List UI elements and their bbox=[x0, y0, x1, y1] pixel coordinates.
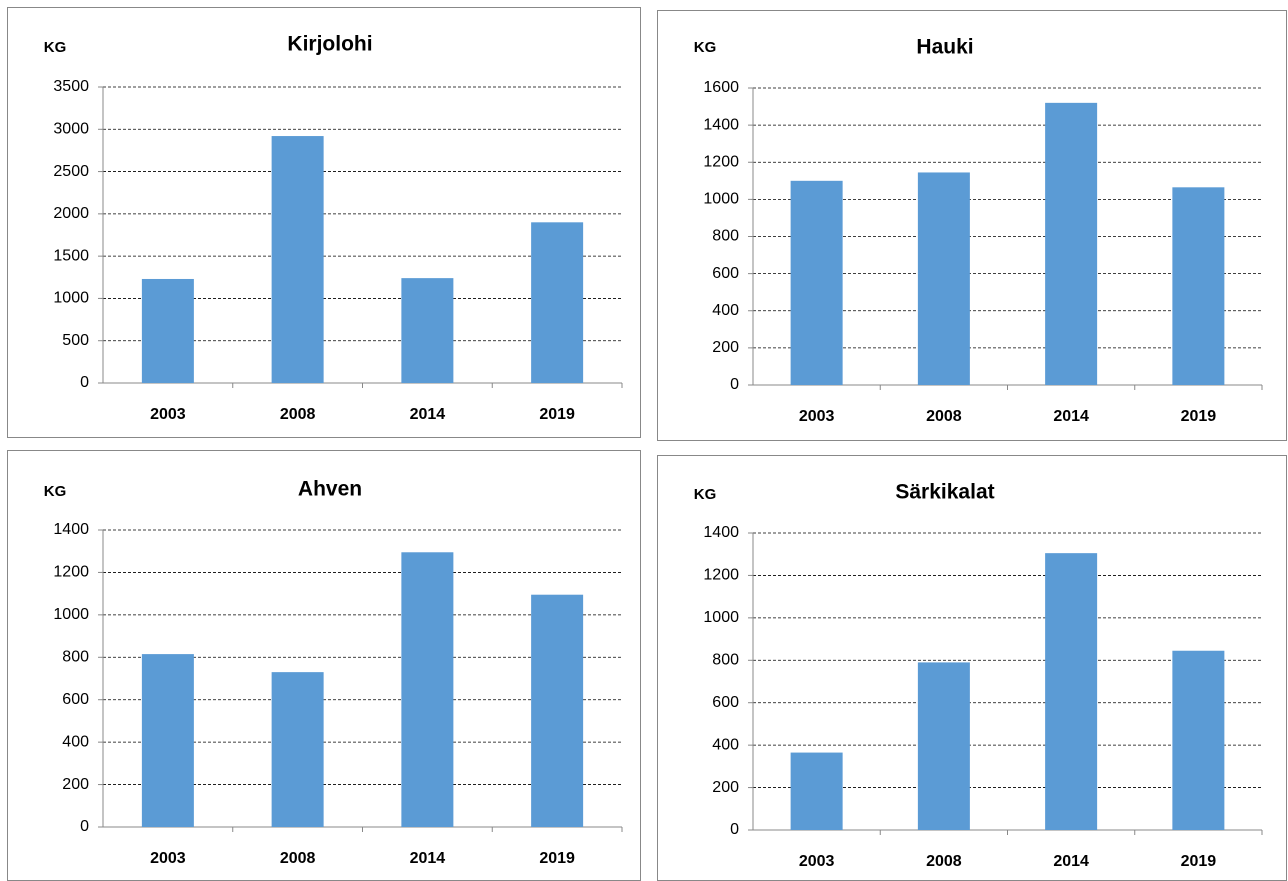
bar bbox=[401, 552, 454, 827]
x-tick-label: 2008 bbox=[280, 850, 316, 867]
y-axis-label: KG bbox=[44, 39, 67, 56]
y-tick-label: 1200 bbox=[703, 567, 739, 584]
y-tick-label: 200 bbox=[62, 776, 89, 793]
y-tick-label: 800 bbox=[62, 649, 89, 666]
bar bbox=[1172, 187, 1225, 385]
x-tick-label: 2019 bbox=[539, 406, 575, 423]
y-tick-label: 0 bbox=[730, 376, 739, 393]
bar bbox=[401, 278, 454, 383]
y-tick-label: 1400 bbox=[53, 521, 89, 538]
bar bbox=[917, 172, 970, 385]
y-tick-label: 1000 bbox=[703, 191, 739, 208]
y-tick-label: 400 bbox=[62, 733, 89, 750]
bar bbox=[271, 136, 324, 383]
bar bbox=[531, 222, 584, 383]
y-tick-label: 1000 bbox=[703, 609, 739, 626]
y-tick-label: 2000 bbox=[53, 205, 89, 222]
chart-title: Ahven bbox=[298, 478, 362, 501]
y-tick-label: 1000 bbox=[53, 290, 89, 307]
x-tick-label: 2014 bbox=[410, 850, 446, 867]
y-tick-label: 500 bbox=[62, 332, 89, 349]
panel bbox=[7, 7, 641, 438]
y-tick-label: 600 bbox=[712, 694, 739, 711]
y-tick-label: 3000 bbox=[53, 121, 89, 138]
y-tick-label: 2500 bbox=[53, 163, 89, 180]
bar bbox=[271, 672, 324, 827]
y-tick-label: 0 bbox=[80, 818, 89, 835]
bar bbox=[790, 752, 843, 830]
bar bbox=[141, 278, 194, 383]
x-tick-label: 2019 bbox=[539, 850, 575, 867]
panel bbox=[657, 10, 1287, 441]
y-tick-label: 0 bbox=[80, 374, 89, 391]
y-tick-label: 1200 bbox=[53, 564, 89, 581]
bar bbox=[917, 662, 970, 830]
x-tick-label: 2019 bbox=[1181, 853, 1217, 870]
chart-title: Kirjolohi bbox=[287, 33, 372, 56]
y-axis-label: KG bbox=[694, 486, 717, 503]
bar bbox=[141, 654, 194, 827]
x-tick-label: 2008 bbox=[926, 408, 962, 425]
y-tick-label: 0 bbox=[730, 821, 739, 838]
chart-title: Hauki bbox=[916, 36, 973, 59]
bar bbox=[531, 594, 584, 827]
y-tick-label: 400 bbox=[712, 736, 739, 753]
y-tick-label: 400 bbox=[712, 302, 739, 319]
y-tick-label: 1200 bbox=[703, 153, 739, 170]
bar bbox=[1045, 102, 1098, 385]
y-tick-label: 1400 bbox=[703, 116, 739, 133]
y-tick-label: 800 bbox=[712, 652, 739, 669]
x-tick-label: 2003 bbox=[150, 406, 186, 423]
y-tick-label: 200 bbox=[712, 779, 739, 796]
x-tick-label: 2003 bbox=[150, 850, 186, 867]
y-tick-label: 600 bbox=[62, 691, 89, 708]
y-tick-label: 1400 bbox=[703, 524, 739, 541]
y-tick-label: 1000 bbox=[53, 606, 89, 623]
x-tick-label: 2014 bbox=[410, 406, 446, 423]
y-tick-label: 200 bbox=[712, 339, 739, 356]
y-tick-label: 3500 bbox=[53, 78, 89, 95]
y-tick-label: 600 bbox=[712, 265, 739, 282]
chart-title: Särkikalat bbox=[895, 481, 994, 504]
y-axis-label: KG bbox=[694, 39, 717, 56]
y-tick-label: 800 bbox=[712, 228, 739, 245]
y-tick-label: 1600 bbox=[703, 79, 739, 96]
y-axis-label: KG bbox=[44, 483, 67, 500]
x-tick-label: 2014 bbox=[1053, 853, 1089, 870]
bar bbox=[1045, 553, 1098, 830]
bar bbox=[1172, 650, 1225, 830]
bar bbox=[790, 180, 843, 385]
x-tick-label: 2008 bbox=[926, 853, 962, 870]
x-tick-label: 2019 bbox=[1181, 408, 1217, 425]
x-tick-label: 2003 bbox=[799, 853, 835, 870]
y-tick-label: 1500 bbox=[53, 247, 89, 264]
x-tick-label: 2008 bbox=[280, 406, 316, 423]
x-tick-label: 2014 bbox=[1053, 408, 1089, 425]
x-tick-label: 2003 bbox=[799, 408, 835, 425]
